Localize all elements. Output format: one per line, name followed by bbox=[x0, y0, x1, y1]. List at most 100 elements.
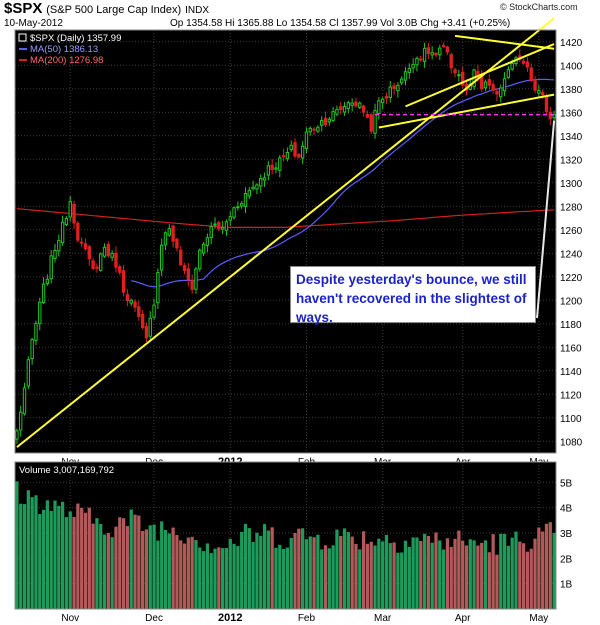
candle-body bbox=[186, 268, 191, 281]
candle-body bbox=[262, 177, 267, 181]
month-label: May bbox=[529, 613, 548, 624]
volume-bar bbox=[38, 513, 42, 609]
candle-body bbox=[243, 193, 248, 207]
candle-body bbox=[457, 74, 461, 77]
price-tick-label: 1280 bbox=[560, 202, 583, 213]
volume-bar bbox=[350, 536, 354, 609]
volume-bar bbox=[438, 540, 442, 609]
month-label: 2012 bbox=[218, 612, 242, 624]
volume-bar bbox=[426, 536, 430, 609]
candle-body bbox=[415, 57, 419, 66]
volume-bar bbox=[156, 540, 160, 609]
candle-body bbox=[179, 249, 183, 266]
candle-body bbox=[137, 306, 141, 317]
volume-bar bbox=[434, 532, 438, 609]
volume-bar bbox=[320, 549, 324, 609]
volume-legend-label: Volume 3,007,169,792 bbox=[19, 465, 114, 476]
volume-bar bbox=[217, 547, 221, 609]
volume-bar bbox=[49, 510, 53, 609]
candle-body bbox=[403, 71, 408, 81]
candle-body bbox=[544, 95, 549, 113]
volume-bar bbox=[400, 552, 404, 609]
candle-body bbox=[159, 244, 164, 271]
volume-bar bbox=[331, 545, 335, 609]
volume-bar bbox=[87, 507, 91, 609]
volume-bar bbox=[388, 543, 392, 609]
volume-bar bbox=[358, 549, 362, 609]
candle-body bbox=[426, 47, 431, 55]
exchange: INDX bbox=[185, 5, 209, 16]
trendline bbox=[378, 93, 555, 129]
volume-bar bbox=[441, 549, 446, 609]
volume-tick-label: 2B bbox=[560, 554, 573, 565]
volume-bar bbox=[430, 542, 434, 609]
volume-bar bbox=[453, 538, 457, 609]
candle-body bbox=[129, 299, 133, 304]
volume-bar bbox=[163, 529, 168, 609]
volume-frame bbox=[14, 461, 557, 610]
volume-bar bbox=[415, 537, 419, 609]
candle-body bbox=[304, 131, 309, 149]
volume-bar bbox=[152, 524, 156, 609]
candle-body bbox=[434, 52, 438, 56]
volume-bar bbox=[502, 533, 507, 609]
candle-body bbox=[323, 117, 328, 126]
volume-bar bbox=[521, 543, 526, 609]
volume-bar bbox=[83, 512, 88, 609]
volume-tick-label: 1B bbox=[560, 580, 573, 591]
candle-body bbox=[209, 226, 213, 239]
candle-body bbox=[102, 246, 107, 257]
candle-body bbox=[350, 102, 354, 106]
volume-bar bbox=[57, 505, 61, 609]
legend-label: MA(200) 1276.98 bbox=[30, 55, 103, 66]
candle-body bbox=[369, 114, 373, 132]
volume-bar bbox=[381, 541, 385, 609]
volume-bar bbox=[339, 535, 343, 609]
candle-body bbox=[255, 184, 259, 190]
volume-bar bbox=[449, 546, 453, 609]
volume-bar bbox=[308, 536, 312, 609]
candle-body bbox=[121, 270, 126, 293]
price-tick-label: 1140 bbox=[560, 367, 582, 378]
candle-body bbox=[552, 114, 556, 119]
volume-bar bbox=[137, 515, 141, 609]
volume-bar bbox=[510, 537, 514, 609]
candle-body bbox=[182, 265, 187, 271]
volume-bar bbox=[445, 538, 450, 609]
candle-body bbox=[460, 71, 465, 86]
volume-bar bbox=[483, 540, 488, 609]
volume-bar bbox=[53, 500, 57, 609]
volume-bar bbox=[270, 527, 274, 609]
candle-body bbox=[312, 128, 316, 131]
candle-body bbox=[308, 127, 312, 133]
candle-body bbox=[430, 52, 434, 56]
candle-body bbox=[327, 118, 331, 123]
volume-bar bbox=[243, 523, 248, 609]
volume-bar bbox=[190, 536, 194, 609]
price-tick-label: 1120 bbox=[560, 390, 582, 401]
volume-tick-label: 3B bbox=[560, 529, 573, 540]
candle-body bbox=[148, 317, 152, 337]
candle-body bbox=[361, 105, 366, 113]
candle-body bbox=[190, 279, 194, 290]
volume-bar bbox=[259, 535, 263, 609]
volume-bar bbox=[346, 532, 350, 609]
candle-body bbox=[491, 83, 495, 91]
candle-body bbox=[91, 260, 95, 269]
trendline bbox=[16, 17, 555, 448]
volume-bar bbox=[476, 545, 480, 609]
volume-bar bbox=[22, 504, 27, 609]
volume-bar bbox=[114, 526, 118, 609]
volume-bar bbox=[255, 532, 259, 609]
price-tick-label: 1420 bbox=[560, 38, 583, 49]
candle-body bbox=[396, 84, 400, 92]
volume-bar bbox=[121, 518, 126, 609]
volume-bar bbox=[281, 549, 286, 609]
candle-body bbox=[41, 283, 46, 304]
legend-swatch bbox=[18, 33, 27, 42]
volume-bar bbox=[167, 533, 171, 609]
trendline bbox=[454, 34, 555, 50]
candle-body bbox=[19, 411, 23, 431]
volume-bar bbox=[26, 490, 30, 609]
month-label: Dec bbox=[145, 613, 163, 624]
